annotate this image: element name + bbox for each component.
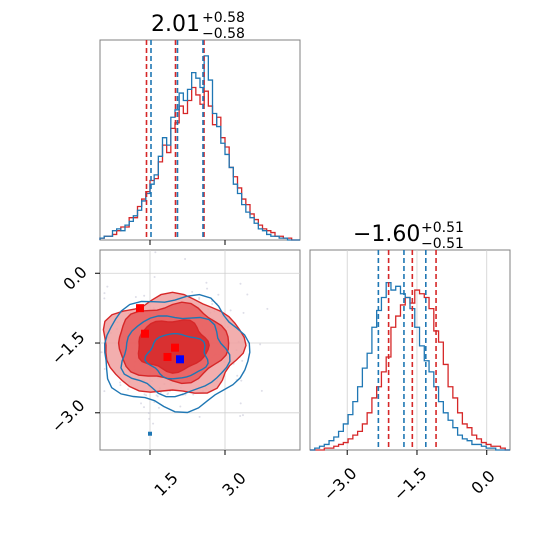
- scatter-point: [266, 307, 269, 310]
- scatter-point: [147, 412, 150, 415]
- scatter-point: [260, 389, 263, 392]
- title-param1-value: 2.01: [151, 12, 200, 37]
- scatter-point: [206, 287, 209, 290]
- title-param1-minus: −0.58: [202, 26, 245, 42]
- scatter-point: [157, 406, 160, 409]
- joint-blue-marker-1: [148, 431, 152, 436]
- joint-red-marker-3: [163, 352, 172, 361]
- scatter-point: [259, 343, 262, 346]
- scatter-point: [198, 296, 201, 299]
- param2-xtick-label-0: −3.0: [320, 464, 361, 505]
- title-param2: −1.60 +0.51 −0.51: [353, 220, 464, 252]
- scatter-point: [242, 311, 245, 314]
- scatter-point: [103, 297, 106, 300]
- scatter-point: [148, 417, 151, 420]
- scatter-point: [239, 415, 242, 418]
- hist-param1-red: [99, 86, 300, 241]
- joint-ytick-label-1: −1.5: [48, 328, 89, 369]
- title-param2-value: −1.60: [353, 222, 420, 247]
- scatter-point: [143, 294, 146, 297]
- scatter-point: [192, 393, 195, 396]
- scatter-point: [236, 374, 239, 377]
- scatter-point: [154, 251, 157, 254]
- param2-xtick-label-2: 0.0: [467, 466, 498, 497]
- scatter-point: [179, 405, 182, 408]
- scatter-point: [145, 394, 148, 397]
- scatter-point: [100, 351, 103, 354]
- scatter-point: [217, 293, 220, 296]
- param2-xtick-label-1: −1.5: [390, 464, 431, 505]
- scatter-point: [119, 384, 122, 387]
- title-param2-minus: −0.51: [421, 236, 464, 252]
- contour-blue-middle: [120, 315, 231, 398]
- scatter-point: [229, 309, 232, 312]
- hist-param1-frame: [99, 39, 301, 241]
- scatter-point: [142, 406, 145, 409]
- title-param2-plus: +0.51: [421, 220, 464, 236]
- contour-blue-inner: [144, 333, 209, 380]
- scatter-point: [103, 292, 106, 295]
- joint-frame: [99, 249, 301, 451]
- joint-ytick-label-2: −3.0: [48, 396, 89, 437]
- joint-red-marker-2: [171, 343, 179, 352]
- scatter-point: [198, 415, 201, 418]
- scatter-point: [240, 379, 243, 382]
- scatter-point: [106, 285, 109, 288]
- joint-red-marker-0: [136, 304, 144, 313]
- hist-param2-frame: [309, 249, 511, 451]
- scatter-point: [205, 281, 208, 284]
- joint-red-marker-1: [141, 329, 149, 338]
- hist-param1-blue: [99, 55, 300, 241]
- scatter-point: [166, 393, 169, 396]
- scatter-point: [239, 282, 242, 285]
- scatter-point: [119, 381, 122, 384]
- scatter-point: [241, 414, 244, 417]
- scatter-point: [134, 296, 137, 299]
- title-param1-plus: +0.58: [202, 10, 245, 26]
- contour-blue-outer: [103, 293, 251, 414]
- hist-param2-panel: [309, 249, 511, 455]
- joint-blue-marker-0: [176, 355, 184, 364]
- hist-param2-blue: [310, 281, 510, 451]
- scatter-point: [241, 359, 244, 362]
- scatter-point: [127, 388, 130, 391]
- title-param1: 2.01 +0.58 −0.58: [151, 10, 245, 42]
- scatter-point: [152, 422, 155, 425]
- scatter-point: [155, 394, 158, 397]
- scatter-point: [143, 393, 146, 396]
- scatter-point: [103, 368, 106, 371]
- joint-panel: [95, 249, 301, 455]
- scatter-point: [246, 293, 249, 296]
- hist-param1-panel: [99, 39, 301, 245]
- scatter-point: [153, 276, 156, 279]
- joint-ytick-label-0: 0.0: [59, 262, 90, 293]
- scatter-point: [159, 391, 162, 394]
- scatter-point: [140, 402, 143, 405]
- hist-param2-red: [310, 289, 510, 451]
- joint-xtick-label-0: 1.5: [150, 468, 181, 499]
- scatter-point: [239, 402, 242, 405]
- joint-xtick-label-1: 3.0: [218, 468, 249, 499]
- scatter-point: [184, 257, 187, 260]
- scatter-point: [103, 390, 106, 393]
- scatter-point: [211, 303, 214, 306]
- scatter-point: [191, 290, 194, 293]
